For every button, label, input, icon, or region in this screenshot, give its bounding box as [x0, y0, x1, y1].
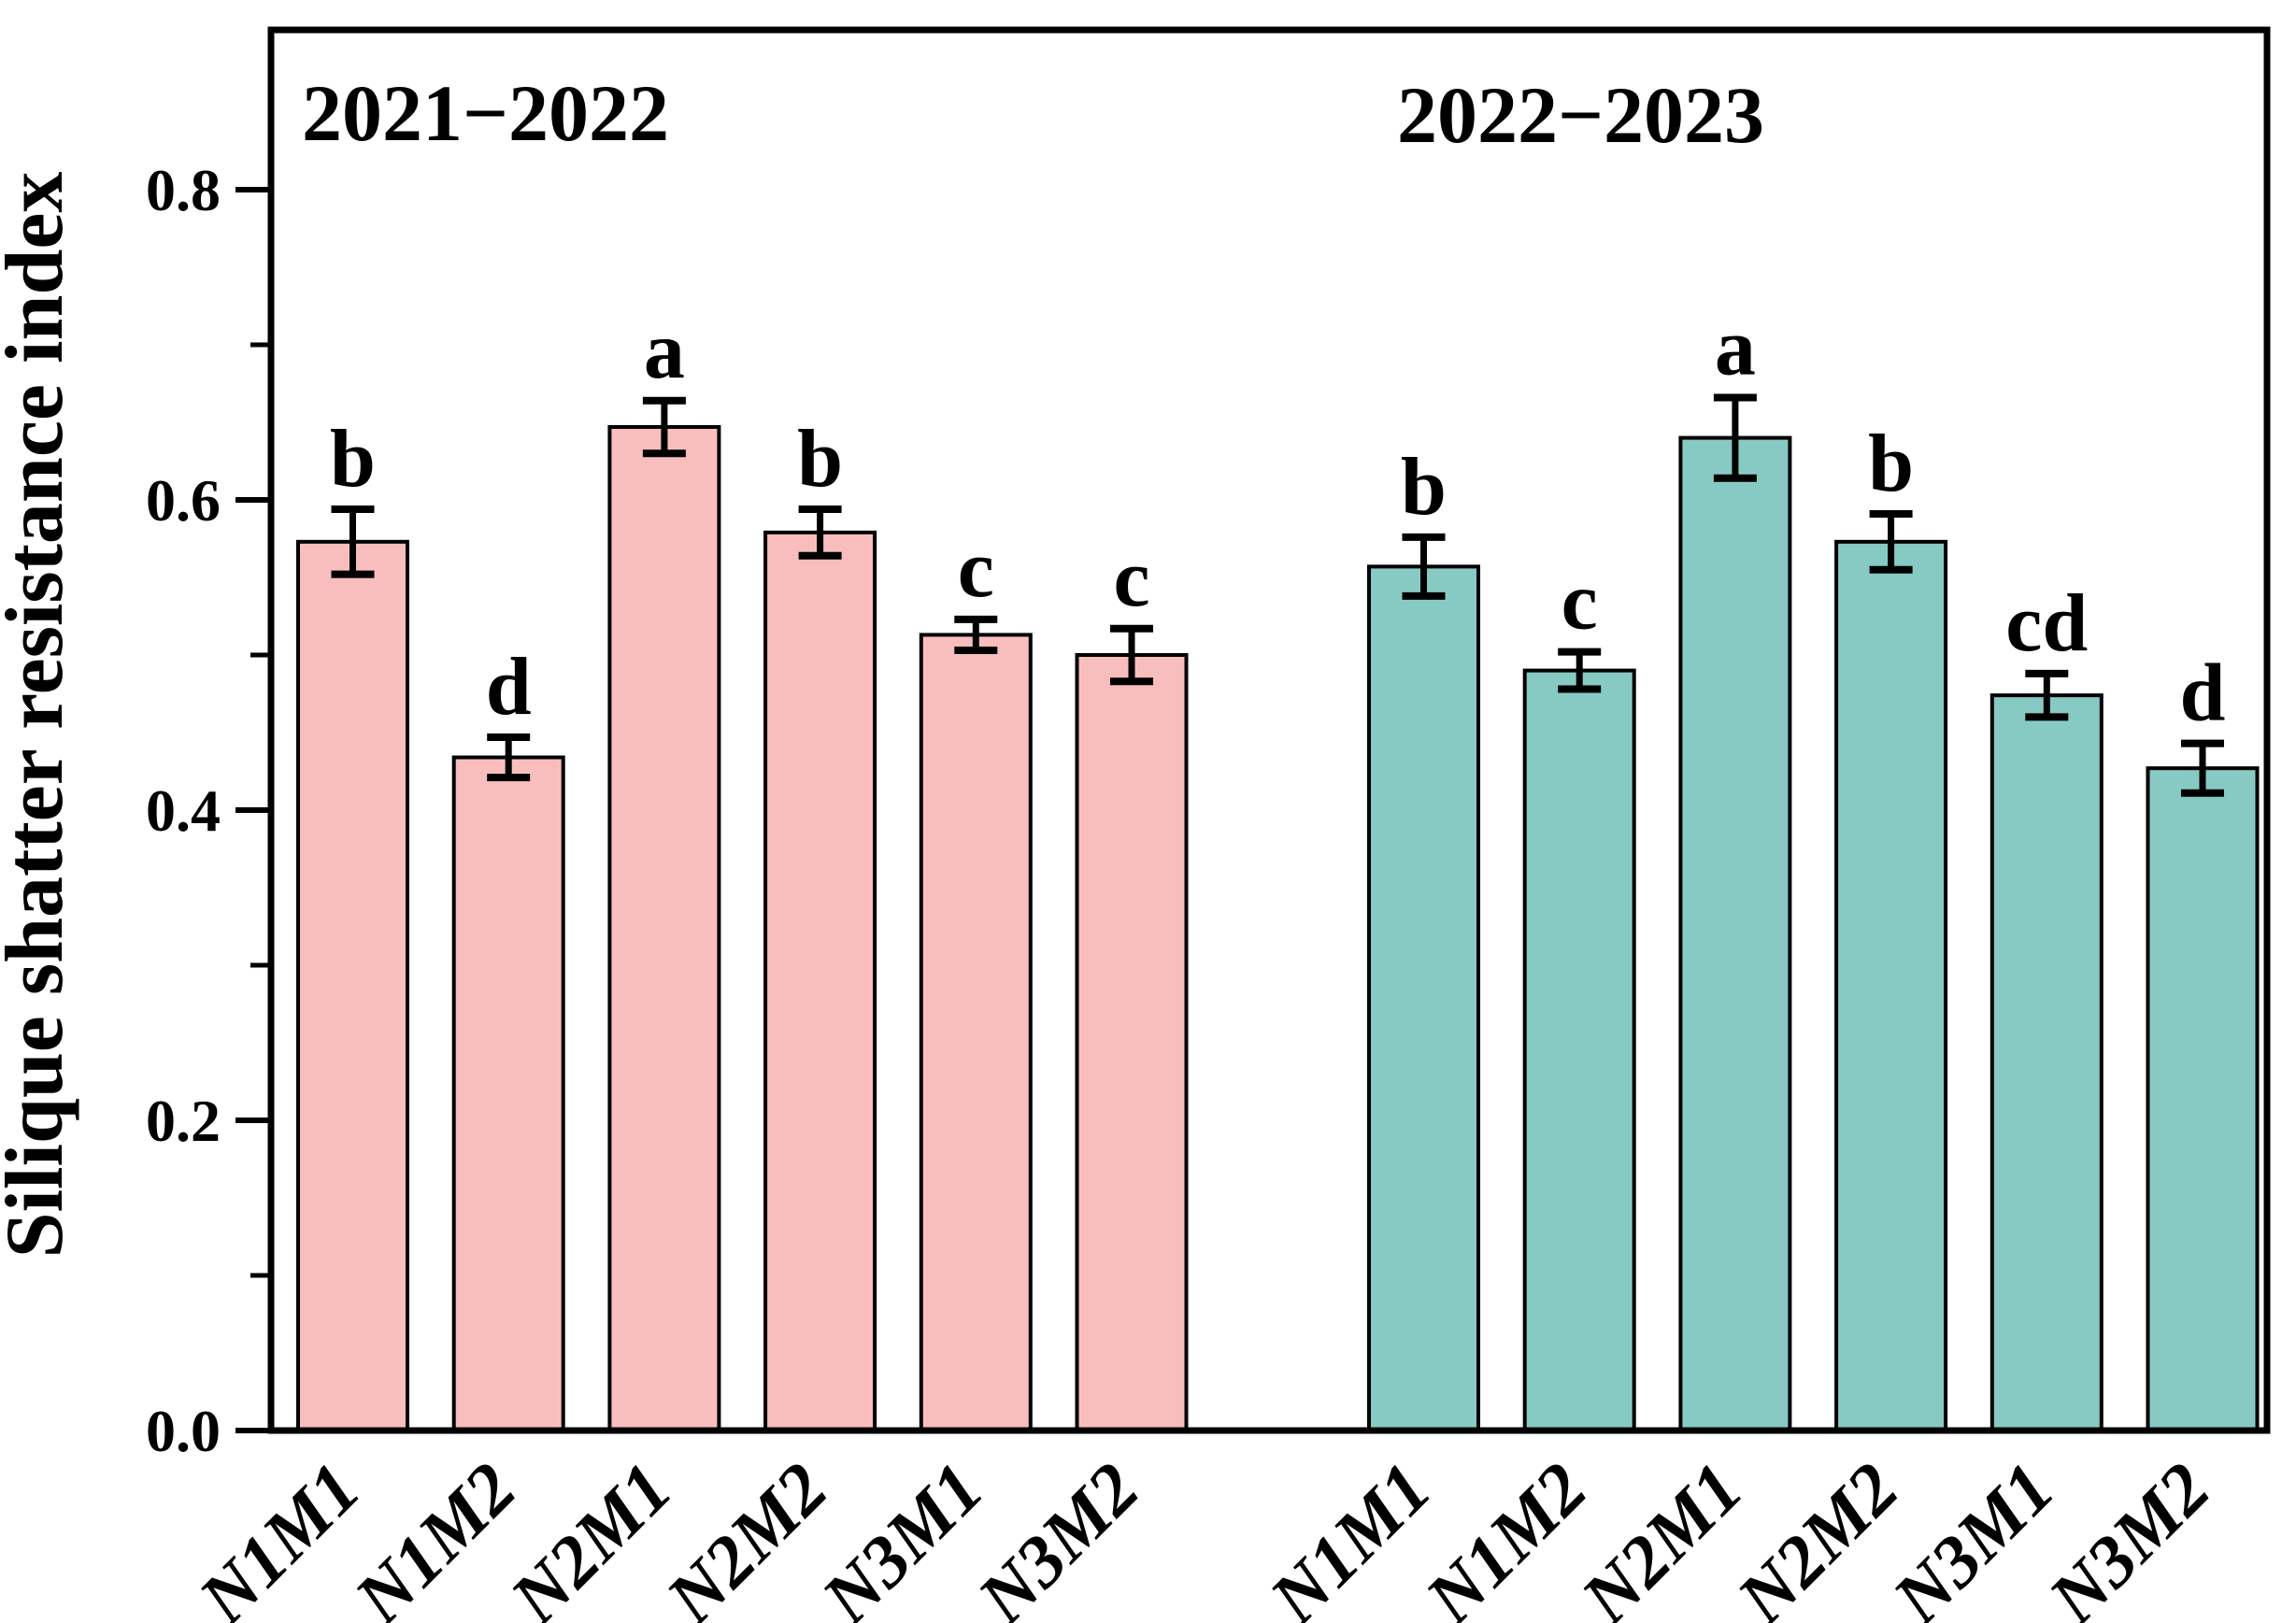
bar-N3M1 [1989, 693, 2103, 1432]
y-tick-label: 0.2 [146, 1088, 221, 1154]
x-label-N1M1: N1M1 [1253, 1447, 1446, 1623]
x-label-N2M2: N2M2 [649, 1447, 842, 1623]
x-label-N1M1: N1M1 [182, 1447, 375, 1623]
plot-frame [267, 26, 2271, 1434]
sig-letter-N3M2: d [2180, 648, 2226, 739]
x-label-N1M2: N1M2 [338, 1447, 531, 1623]
group-title-first-season: 2021−2022 [302, 68, 669, 158]
sig-letter-N1M2: c [1562, 557, 1598, 648]
x-label-N2M1: N2M1 [1565, 1447, 1758, 1623]
group-title-second-season: 2022−2023 [1397, 70, 1764, 160]
x-label-N2M1: N2M1 [494, 1447, 687, 1623]
bar-N1M1 [296, 539, 409, 1432]
sig-letter-N2M2: b [797, 414, 843, 505]
bar-N3M2 [2146, 766, 2260, 1432]
bar-N1M2 [451, 755, 565, 1432]
y-tick-label: 0.4 [146, 777, 221, 844]
bar-N2M1 [607, 424, 721, 1433]
chart-plot-area: 0.0 0.2 0.4 0.6 0.8 b N1M1 d N1M2 a N2M1 b N2M2 c N3M1… [146, 26, 2271, 1623]
bar-N2M1 [1678, 435, 1792, 1433]
sig-letter-N3M1: cd [2005, 578, 2088, 669]
x-label-N3M2: N3M2 [2032, 1447, 2225, 1623]
x-label-N3M2: N3M2 [962, 1447, 1154, 1623]
y-axis-title: Silique shatter resistance index [0, 172, 80, 1259]
sig-letter-N2M1: a [644, 306, 685, 396]
y-tick-label: 0.6 [146, 467, 221, 534]
bar-N2M2 [763, 530, 877, 1432]
sig-letter-N1M1: b [330, 414, 376, 505]
sig-letter-N2M1: a [1715, 302, 1756, 392]
sig-letter-N2M2: b [1868, 419, 1914, 509]
sig-letter-N3M2: c [1113, 534, 1149, 624]
bar-N3M1 [919, 633, 1033, 1432]
bar-N3M2 [1075, 653, 1189, 1432]
y-tick-label: 0.0 [146, 1398, 221, 1464]
sig-letter-N3M1: c [958, 524, 994, 615]
x-label-N3M1: N3M1 [806, 1447, 998, 1623]
sig-letter-N1M1: b [1401, 442, 1447, 533]
bar-N1M1 [1367, 564, 1480, 1432]
sig-letter-N1M2: d [486, 642, 532, 733]
x-label-N1M2: N1M2 [1409, 1447, 1602, 1623]
x-label-N2M2: N2M2 [1720, 1447, 1913, 1623]
bar-N1M2 [1522, 668, 1636, 1432]
bar-N2M2 [1834, 539, 1948, 1432]
x-label-N3M1: N3M1 [1876, 1447, 2069, 1623]
y-tick-label: 0.8 [146, 157, 221, 223]
